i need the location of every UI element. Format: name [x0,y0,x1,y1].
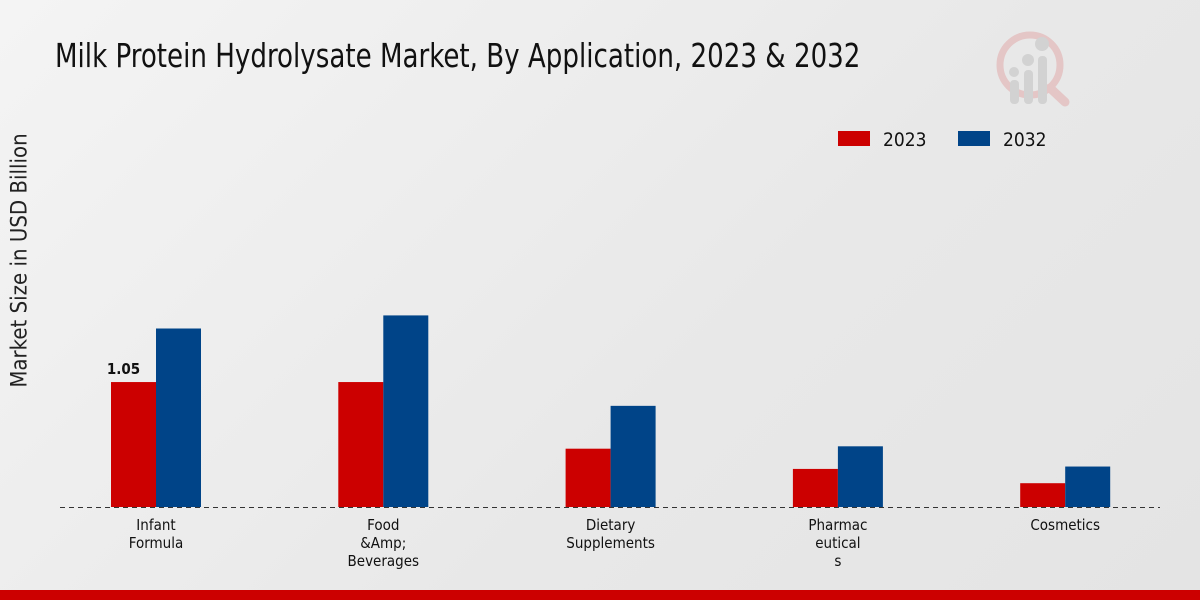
bar-2032-0 [156,328,201,507]
legend-swatch-2032 [958,131,990,146]
legend: 2023 2032 [838,129,1047,151]
bar-2032-2 [610,405,656,507]
x-tick-label: Food [367,516,399,534]
watermark-logo [996,31,1070,107]
x-tick-label: Dietary [586,516,636,534]
x-tick-label: Beverages [348,552,420,570]
bar-2032-4 [1065,466,1111,507]
legend-swatch-2023 [838,131,870,146]
legend-label-2032: 2032 [1003,129,1047,151]
chart-title: Milk Protein Hydrolysate Market, By Appl… [55,36,861,75]
x-tick-label: s [834,552,841,570]
footer-accent-bar [0,590,1200,600]
x-tick-label: Cosmetics [1030,516,1100,534]
bar-2032-1 [383,315,429,507]
x-tick-label: eutical [815,534,860,552]
bar-2023-3 [792,468,838,507]
bar-2023-1 [338,382,384,507]
bar-2023-2 [565,448,611,507]
bar-2023-4 [1020,483,1066,507]
x-tick-label: Supplements [566,534,655,552]
x-tick-label: Pharmac [808,516,867,534]
legend-label-2023: 2023 [883,129,927,151]
x-tick-label: Formula [129,534,184,552]
bar-2032-3 [837,446,883,507]
bar-2023-0 [111,382,156,507]
x-tick-label: &Amp; [360,534,406,552]
data-label: 1.05 [107,360,140,378]
x-tick-label: Infant [136,516,175,534]
